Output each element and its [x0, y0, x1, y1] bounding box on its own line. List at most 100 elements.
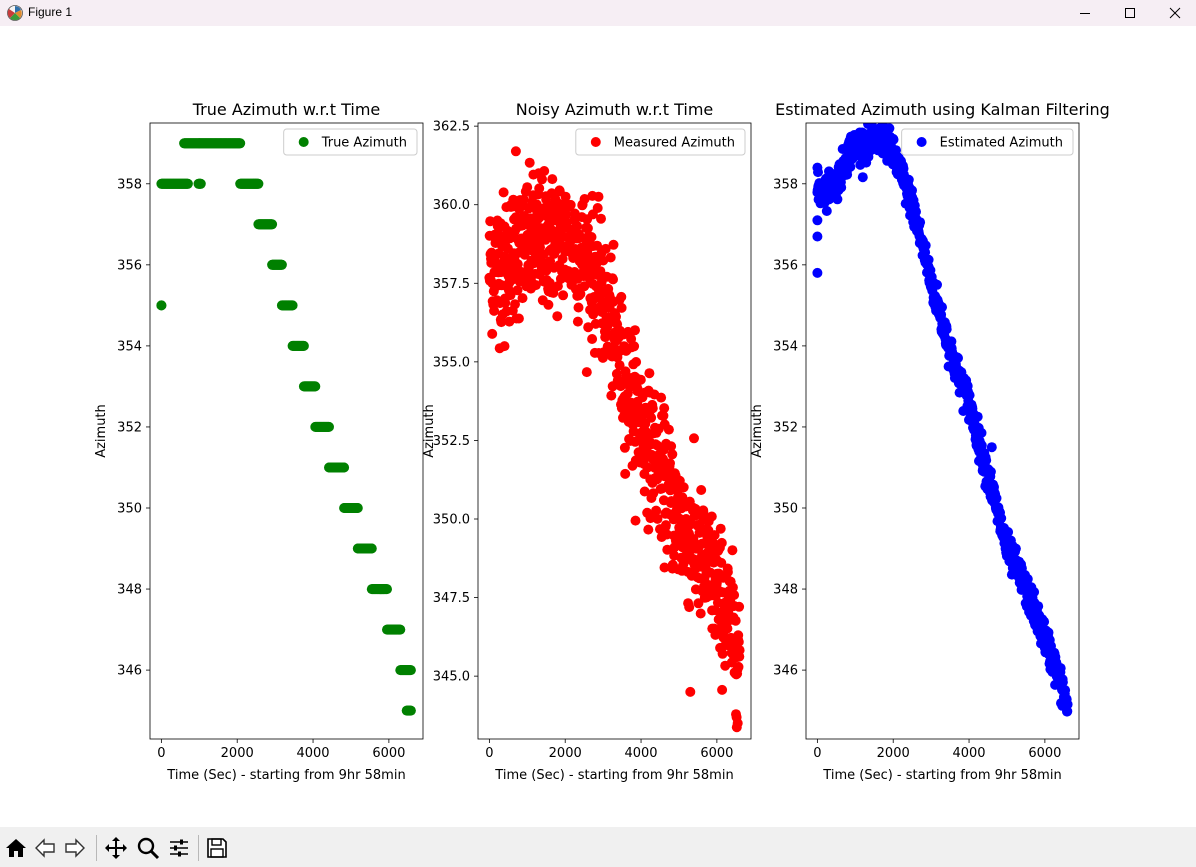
- x-tick-label: 0: [813, 746, 821, 761]
- legend: Measured Azimuth: [575, 128, 746, 156]
- legend-box: [901, 128, 1074, 156]
- data-point: [579, 281, 590, 292]
- data-point: [598, 255, 609, 266]
- data-point: [560, 191, 571, 202]
- maximize-button[interactable]: [1107, 0, 1153, 26]
- data-point: [581, 367, 592, 378]
- data-point: [729, 590, 740, 600]
- data-point: [600, 243, 611, 254]
- data-point: [734, 601, 745, 612]
- data-point: [522, 182, 533, 193]
- data-point: [722, 623, 733, 634]
- data-point: [678, 482, 689, 493]
- data-point: [985, 466, 996, 477]
- data-point: [884, 123, 895, 134]
- y-tick-label: 352.5: [433, 434, 470, 449]
- data-point: [937, 302, 947, 313]
- data-point: [716, 537, 727, 548]
- close-button[interactable]: [1152, 0, 1196, 26]
- data-point: [651, 505, 662, 516]
- data-point: [558, 290, 569, 301]
- data-point: [722, 567, 733, 577]
- zoom-button[interactable]: [134, 834, 162, 862]
- configure-subplots-icon: [170, 839, 188, 857]
- home-icon: [6, 839, 26, 857]
- data-point: [1039, 616, 1050, 627]
- x-tick-label: 0: [485, 746, 493, 761]
- data-point: [182, 178, 193, 189]
- data-point: [727, 545, 738, 556]
- data-point: [635, 374, 646, 385]
- data-point: [629, 341, 640, 352]
- data-point: [287, 300, 298, 311]
- data-point: [932, 279, 942, 290]
- data-point: [658, 410, 669, 421]
- data-point: [310, 381, 321, 392]
- data-point: [991, 493, 1002, 504]
- data-point: [616, 291, 627, 302]
- data-point: [324, 421, 334, 432]
- data-point: [659, 562, 670, 573]
- legend-box: [283, 128, 418, 156]
- save-button[interactable]: [203, 834, 231, 862]
- data-point: [561, 209, 572, 220]
- forward-button[interactable]: [61, 834, 89, 862]
- x-tick-label: 2000: [221, 746, 254, 761]
- data-point: [583, 322, 594, 333]
- data-point: [915, 217, 926, 228]
- data-point: [592, 240, 603, 251]
- x-tick-label: 2000: [549, 746, 582, 761]
- data-point: [996, 513, 1007, 524]
- data-point: [608, 274, 618, 285]
- data-point: [572, 316, 583, 327]
- data-point: [717, 648, 728, 659]
- data-point: [706, 511, 717, 522]
- data-point: [382, 584, 392, 595]
- data-point: [727, 582, 738, 593]
- data-point: [606, 390, 617, 401]
- y-tick-label: 348: [117, 583, 142, 598]
- data-point: [821, 206, 832, 216]
- legend: Estimated Azimuth: [901, 128, 1074, 156]
- back-button[interactable]: [31, 834, 59, 862]
- home-button[interactable]: [2, 834, 30, 862]
- minimize-icon: [1080, 13, 1090, 14]
- data-point: [552, 311, 563, 322]
- scatter-points: [812, 123, 1073, 717]
- data-point: [235, 138, 246, 149]
- data-point: [730, 615, 741, 626]
- y-tick-label: 358: [773, 177, 798, 192]
- data-point: [543, 299, 554, 310]
- data-point: [976, 427, 987, 438]
- data-point: [565, 199, 576, 210]
- data-point: [631, 357, 642, 367]
- minimize-button[interactable]: [1062, 0, 1108, 26]
- x-axis-label: Time (Sec) - starting from 9hr 58min: [822, 768, 1061, 783]
- data-point: [639, 486, 650, 497]
- data-point: [717, 684, 728, 695]
- y-tick-label: 362.5: [433, 120, 470, 135]
- data-point: [709, 530, 720, 541]
- data-point: [665, 458, 675, 469]
- data-point: [395, 624, 406, 635]
- legend-marker: [916, 137, 927, 147]
- x-axis-label: Time (Sec) - starting from 9hr 58min: [494, 768, 733, 783]
- data-point: [619, 442, 630, 453]
- close-icon: [1169, 7, 1181, 19]
- chart-panel-1: 0 2000 4000 6000 346 348 350 352 354 356 358 True A…: [94, 100, 424, 783]
- data-point: [644, 368, 655, 379]
- pan-button[interactable]: [102, 834, 130, 862]
- data-point: [500, 298, 511, 308]
- data-point: [652, 513, 663, 524]
- data-point: [1010, 543, 1021, 554]
- data-point: [587, 334, 598, 344]
- data-point: [647, 403, 658, 414]
- data-point: [1043, 627, 1054, 638]
- data-point: [276, 259, 287, 270]
- data-point: [366, 543, 377, 554]
- data-point: [253, 178, 264, 189]
- configure-subplots-button[interactable]: [165, 834, 193, 862]
- y-tick-label: 347.5: [433, 591, 470, 606]
- save-icon: [207, 838, 227, 858]
- data-point: [667, 449, 678, 460]
